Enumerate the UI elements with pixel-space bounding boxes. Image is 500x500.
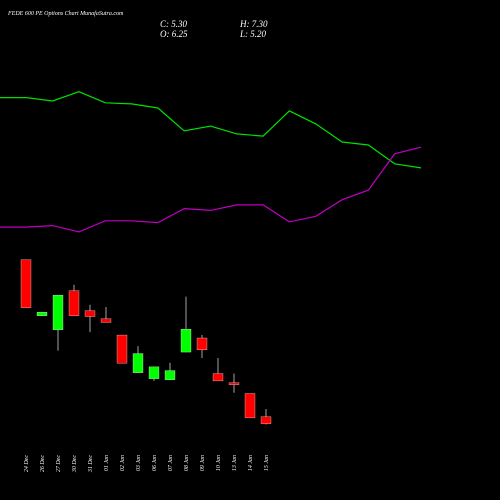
x-tick-label: 06 Jan — [152, 455, 158, 471]
high-label: H: 7.30 — [239, 19, 268, 29]
candle-body — [260, 416, 272, 424]
candle-body — [68, 290, 80, 316]
close-label: C: 5.30 — [160, 19, 188, 29]
x-tick-label: 24 Dec — [23, 455, 30, 472]
x-tick-label: 13 Jan — [232, 455, 238, 471]
x-tick-label: 03 Jan — [136, 455, 142, 471]
x-tick-label: 30 Dec — [72, 455, 78, 473]
candle-body — [84, 310, 96, 317]
x-tick-label: 08 Jan — [184, 455, 190, 471]
candle-body — [164, 370, 176, 380]
x-tick-label: 15 Jan — [264, 455, 270, 471]
candle-body — [20, 259, 32, 308]
x-tick-label: 07 Jan — [168, 455, 174, 471]
x-tick-label: 02 Jan — [120, 455, 126, 471]
candle-body — [148, 366, 160, 379]
x-tick-label: 31 Dec — [88, 455, 94, 473]
x-tick-label: 09 Jan — [200, 455, 206, 471]
candle-body — [132, 353, 144, 373]
candle-body — [100, 318, 112, 323]
candle-body — [180, 328, 192, 353]
x-tick-label: 27 Dec — [56, 455, 62, 472]
x-tick-label: 14 Jan — [247, 455, 254, 471]
candle-body — [244, 393, 256, 419]
x-tick-label: 01 Jan — [104, 455, 110, 471]
candle-body — [36, 311, 48, 316]
candle-body — [212, 373, 224, 382]
low-label: L: 5.20 — [239, 29, 267, 39]
indicator-line — [0, 146, 422, 233]
candle-body — [52, 294, 64, 331]
indicator-line — [0, 91, 422, 169]
candle-body — [228, 382, 240, 385]
chart-title: FEDE 600 PE Options Chart MunafaSutra.co… — [7, 10, 124, 17]
candle-body — [196, 337, 208, 351]
x-tick-label: 26 Dec — [40, 455, 46, 472]
x-tick-label: 10 Jan — [216, 455, 222, 471]
candle-body — [116, 334, 128, 364]
open-label: O: 6.25 — [160, 29, 188, 39]
